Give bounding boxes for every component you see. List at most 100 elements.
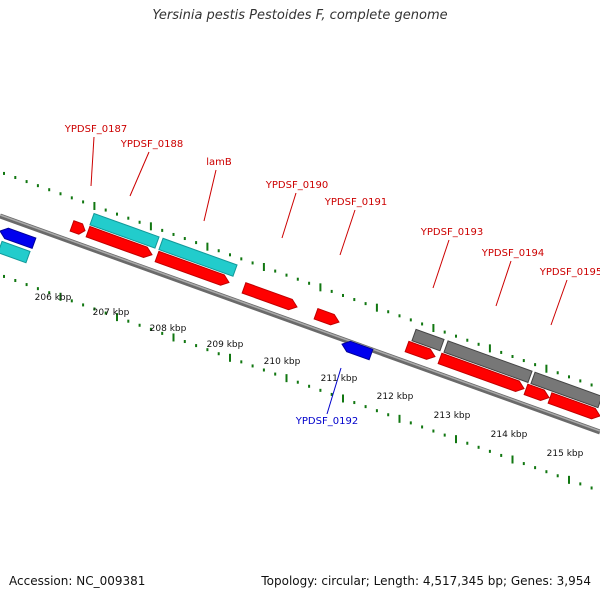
- minor-tick: [556, 371, 559, 375]
- major-tick: [319, 283, 322, 292]
- lower-tick-track: [3, 274, 593, 490]
- minor-tick: [455, 334, 457, 338]
- minor-tick: [466, 441, 469, 445]
- label-leader-lines: [90, 136, 568, 415]
- minor-tick: [195, 241, 198, 245]
- minor-tick: [556, 474, 559, 478]
- minor-tick: [522, 462, 525, 466]
- minor-tick: [285, 273, 288, 277]
- scale-label: 213 kbp: [434, 411, 471, 421]
- minor-tick: [161, 228, 164, 232]
- major-tick: [262, 263, 265, 272]
- minor-tick: [545, 470, 548, 474]
- gene-label[interactable]: YPDSF_0191: [324, 197, 387, 208]
- gene-label[interactable]: YPDSF_0187: [64, 124, 127, 135]
- major-tick: [488, 344, 491, 353]
- gene-label[interactable]: lamB: [206, 157, 232, 168]
- gene-label[interactable]: YPDSF_0190: [265, 180, 328, 191]
- genome-stats-text: Topology: circular; Length: 4,517,345 bp…: [261, 574, 591, 588]
- minor-tick: [511, 355, 514, 358]
- minor-tick: [104, 208, 107, 212]
- minor-tick: [127, 216, 130, 220]
- minor-tick: [82, 303, 85, 307]
- minor-tick: [93, 307, 96, 311]
- minor-tick: [375, 409, 378, 413]
- gene-bar: [530, 371, 600, 409]
- minor-tick: [240, 360, 243, 364]
- reverse-cds-arrow: [0, 227, 37, 250]
- minor-tick: [342, 293, 344, 297]
- minor-tick: [308, 281, 311, 285]
- minor-tick: [195, 344, 198, 348]
- major-tick: [206, 242, 209, 251]
- scale-label: 209 kbp: [207, 340, 244, 350]
- label-leader: [281, 192, 297, 239]
- minor-tick: [274, 372, 277, 376]
- minor-tick: [183, 340, 186, 344]
- scale-label: 211 kbp: [321, 374, 358, 384]
- label-leader: [203, 169, 217, 222]
- gene-label[interactable]: YPDSF_0188: [120, 139, 183, 150]
- minor-tick: [217, 249, 220, 253]
- backbone-highlight: [0, 214, 600, 432]
- gene-label[interactable]: YPDSF_0193: [420, 227, 483, 238]
- minor-tick: [296, 380, 299, 384]
- gene-label[interactable]: YPDSF_0195: [539, 267, 600, 278]
- minor-tick: [25, 180, 28, 184]
- minor-tick: [387, 413, 390, 417]
- minor-tick: [3, 274, 5, 278]
- scale-label: 207 kbp: [93, 308, 130, 318]
- scale-label: 208 kbp: [150, 324, 187, 334]
- major-tick: [172, 333, 175, 342]
- major-tick: [511, 455, 514, 464]
- gene-label[interactable]: YPDSF_0194: [481, 248, 544, 259]
- upper-tick-track: [3, 171, 593, 387]
- label-leader: [90, 136, 95, 187]
- rna-bar: [89, 212, 160, 249]
- minor-tick: [36, 184, 39, 188]
- map-title: Yersinia pestis Pestoides F, complete ge…: [152, 8, 448, 23]
- minor-tick: [296, 277, 299, 281]
- minor-tick: [138, 323, 141, 327]
- cds-arrow: [547, 392, 600, 420]
- major-tick: [342, 394, 344, 403]
- minor-tick: [579, 482, 582, 486]
- gene-label[interactable]: YPDSF_0192: [295, 416, 358, 427]
- minor-tick: [172, 232, 175, 236]
- scale-label: 215 kbp: [547, 449, 584, 459]
- minor-tick: [229, 253, 231, 257]
- cds-arrow: [404, 340, 436, 360]
- label-leader: [326, 367, 342, 415]
- major-tick: [116, 313, 118, 322]
- major-tick: [398, 414, 401, 423]
- minor-tick: [240, 257, 243, 261]
- minor-tick: [206, 348, 209, 352]
- minor-tick: [466, 338, 469, 342]
- minor-tick: [432, 429, 435, 433]
- major-tick: [568, 475, 570, 484]
- minor-tick: [409, 421, 412, 425]
- minor-tick: [138, 220, 141, 224]
- minor-tick: [104, 311, 107, 315]
- cds-arrow: [313, 307, 340, 326]
- minor-tick: [590, 383, 593, 387]
- minor-tick: [409, 318, 412, 322]
- gene-bar: [411, 328, 445, 352]
- label-leader: [432, 239, 450, 289]
- minor-tick: [500, 453, 503, 457]
- minor-tick: [319, 388, 322, 392]
- accession-text: Accession: NC_009381: [9, 574, 146, 588]
- minor-tick: [398, 314, 401, 318]
- minor-tick: [36, 287, 39, 291]
- minor-tick: [568, 375, 570, 379]
- minor-tick: [330, 289, 333, 293]
- minor-tick: [116, 212, 118, 216]
- minor-tick: [488, 449, 491, 453]
- minor-tick: [14, 176, 17, 180]
- minor-tick: [477, 342, 480, 346]
- scale-label: 210 kbp: [264, 357, 301, 367]
- gene-labels: YPDSF_0187 YPDSF_0188 lamB YPDSF_0190 YPDSF_…: [64, 124, 600, 427]
- major-tick: [545, 364, 548, 373]
- scale-label: 212 kbp: [377, 392, 414, 402]
- rna-bar: [158, 237, 238, 277]
